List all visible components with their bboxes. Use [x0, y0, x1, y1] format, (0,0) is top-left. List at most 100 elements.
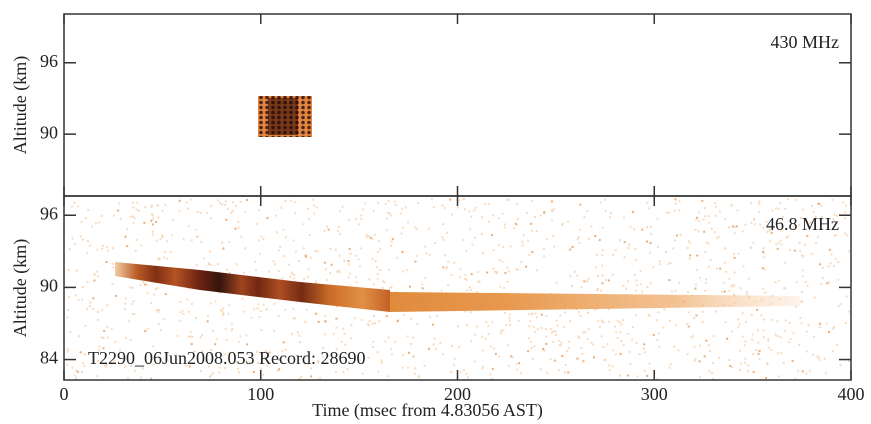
noise-dot — [641, 228, 644, 231]
noise-dot — [669, 319, 672, 322]
noise-dot — [267, 270, 270, 273]
noise-dot — [326, 225, 329, 228]
noise-dot — [661, 326, 664, 329]
noise-dot — [230, 211, 233, 214]
noise-dot — [839, 302, 842, 305]
noise-dot — [473, 360, 476, 363]
noise-dot — [608, 364, 611, 367]
noise-dot — [784, 261, 787, 264]
noise-dot — [322, 355, 325, 358]
noise-dot — [211, 329, 214, 332]
noise-dot — [74, 369, 77, 372]
noise-dot — [143, 221, 146, 224]
noise-dot — [761, 267, 764, 270]
noise-dot — [557, 369, 560, 372]
noise-dot — [492, 249, 495, 252]
noise-dot — [89, 244, 92, 247]
noise-dot — [364, 202, 367, 205]
noise-dot — [559, 344, 562, 347]
noise-dot — [272, 260, 275, 263]
noise-dot — [795, 281, 798, 284]
noise-dot — [628, 243, 631, 246]
noise-dot — [832, 218, 835, 221]
noise-dot — [545, 335, 548, 338]
x-axis-label: Time (msec from 4.83056 AST) — [312, 400, 543, 421]
noise-dot — [594, 266, 597, 269]
noise-dot — [578, 228, 581, 231]
noise-dot — [273, 263, 276, 266]
noise-dot — [820, 216, 823, 219]
noise-dot — [774, 333, 777, 336]
noise-dot — [199, 336, 202, 339]
noise-dot — [150, 219, 153, 222]
y-tick-label: 96 — [40, 203, 58, 223]
noise-dot — [801, 269, 804, 272]
noise-dot — [307, 363, 310, 366]
noise-dot — [744, 357, 747, 360]
noise-dot — [284, 200, 287, 203]
noise-dot — [296, 331, 299, 334]
noise-dot — [244, 359, 247, 362]
noise-dot — [499, 332, 502, 335]
noise-dot — [802, 255, 805, 258]
noise-dot — [786, 235, 789, 238]
noise-dot — [291, 272, 294, 275]
noise-dot — [638, 353, 641, 356]
noise-dot — [413, 372, 416, 375]
noise-dot — [697, 211, 700, 214]
noise-dot — [663, 308, 666, 311]
noise-dot — [527, 350, 530, 353]
noise-dot — [248, 361, 251, 364]
noise-dot — [402, 354, 405, 357]
noise-dot — [386, 211, 389, 214]
noise-dot — [618, 374, 621, 377]
noise-dot — [443, 254, 446, 257]
noise-dot — [372, 210, 375, 213]
noise-dot — [717, 235, 720, 238]
noise-dot — [567, 371, 570, 374]
noise-dot — [626, 333, 629, 336]
noise-dot — [374, 260, 377, 263]
noise-dot — [652, 333, 655, 336]
noise-dot — [543, 212, 546, 215]
noise-dot — [498, 259, 501, 262]
noise-dot — [260, 235, 263, 238]
noise-dot — [222, 247, 225, 250]
noise-dot — [157, 258, 160, 261]
noise-dot — [293, 273, 296, 276]
noise-dot — [783, 287, 786, 290]
noise-dot — [501, 212, 504, 215]
noise-dot — [399, 212, 402, 215]
noise-dot — [228, 271, 231, 274]
y-tick-label: 90 — [40, 122, 58, 142]
noise-dot — [738, 322, 741, 325]
noise-dot — [649, 242, 652, 245]
noise-dot — [668, 211, 671, 214]
noise-dot — [346, 353, 349, 356]
noise-dot — [367, 324, 370, 327]
noise-dot — [309, 367, 312, 370]
noise-dot — [505, 199, 508, 202]
noise-dot — [93, 273, 96, 276]
noise-dot — [445, 265, 448, 268]
noise-dot — [607, 320, 610, 323]
noise-dot — [196, 235, 199, 238]
noise-dot — [377, 370, 380, 373]
noise-dot — [531, 229, 534, 232]
noise-dot — [513, 227, 516, 230]
noise-dot — [104, 365, 107, 368]
noise-dot — [539, 368, 542, 371]
noise-dot — [497, 217, 500, 220]
noise-dot — [724, 218, 727, 221]
noise-dot — [281, 277, 284, 280]
noise-dot — [586, 280, 589, 283]
noise-dot — [739, 349, 742, 352]
noise-dot — [277, 314, 280, 317]
noise-dot — [265, 308, 268, 311]
noise-dot — [509, 245, 512, 248]
noise-dot — [678, 209, 681, 212]
noise-dot — [313, 212, 316, 215]
noise-dot — [362, 362, 365, 365]
noise-dot — [344, 343, 347, 346]
noise-dot — [745, 291, 748, 294]
